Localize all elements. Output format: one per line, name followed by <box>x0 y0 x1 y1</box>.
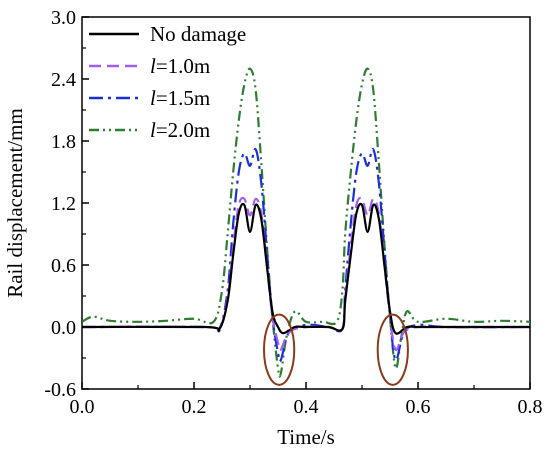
y-tick-label: 0.0 <box>51 317 76 339</box>
annotation-layer <box>263 313 409 386</box>
y-tick-label: 3.0 <box>51 7 76 29</box>
x-axis-title: Time/s <box>277 425 335 449</box>
legend-label-variable: l <box>150 118 156 142</box>
legend-label-variable: l <box>150 54 156 78</box>
legend-label: l=1.5m <box>150 86 210 110</box>
x-axis: 0.0 0.2 0.4 0.6 0.8 <box>70 382 543 418</box>
y-axis-title: Rail displacement/mm <box>3 108 27 298</box>
legend-label: l=1.0m <box>150 54 210 78</box>
y-tick-label: 1.2 <box>51 193 76 215</box>
series-line <box>82 202 530 335</box>
legend-label: No damage <box>150 22 246 46</box>
legend-label-variable: l <box>150 86 156 110</box>
legend-label-text: No damage <box>150 22 246 46</box>
y-tick-label: 2.4 <box>51 69 76 91</box>
y-tick-label: 0.6 <box>51 255 76 277</box>
x-tick-label: 0.2 <box>182 396 207 418</box>
series-layer <box>82 67 530 378</box>
legend-label: l=2.0m <box>150 118 210 142</box>
y-tick-label: 1.8 <box>51 131 76 153</box>
x-tick-label: 0.6 <box>406 396 431 418</box>
x-tick-label: 0.8 <box>518 396 543 418</box>
annotation-ellipse <box>263 313 296 386</box>
legend-label-text: =1.0m <box>156 54 210 78</box>
annotation-ellipse <box>376 313 409 386</box>
legend-label-text: =1.5m <box>156 86 210 110</box>
x-tick-label: 0.0 <box>70 396 95 418</box>
x-tick-label: 0.4 <box>294 396 319 418</box>
legend-label-text: =2.0m <box>156 118 210 142</box>
y-tick-label: -0.6 <box>44 379 76 401</box>
y-axis: -0.6 0.0 0.6 1.2 1.8 2.4 3.0 <box>44 7 89 401</box>
